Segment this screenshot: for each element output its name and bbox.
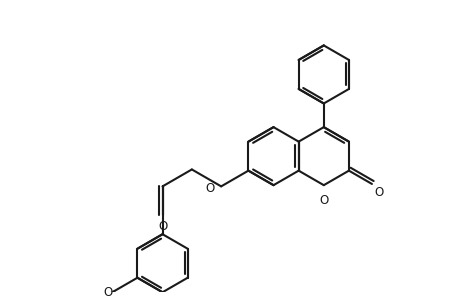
Text: O: O <box>374 186 383 200</box>
Text: O: O <box>205 182 214 195</box>
Text: O: O <box>319 194 328 207</box>
Text: O: O <box>157 220 167 233</box>
Text: O: O <box>103 286 112 299</box>
